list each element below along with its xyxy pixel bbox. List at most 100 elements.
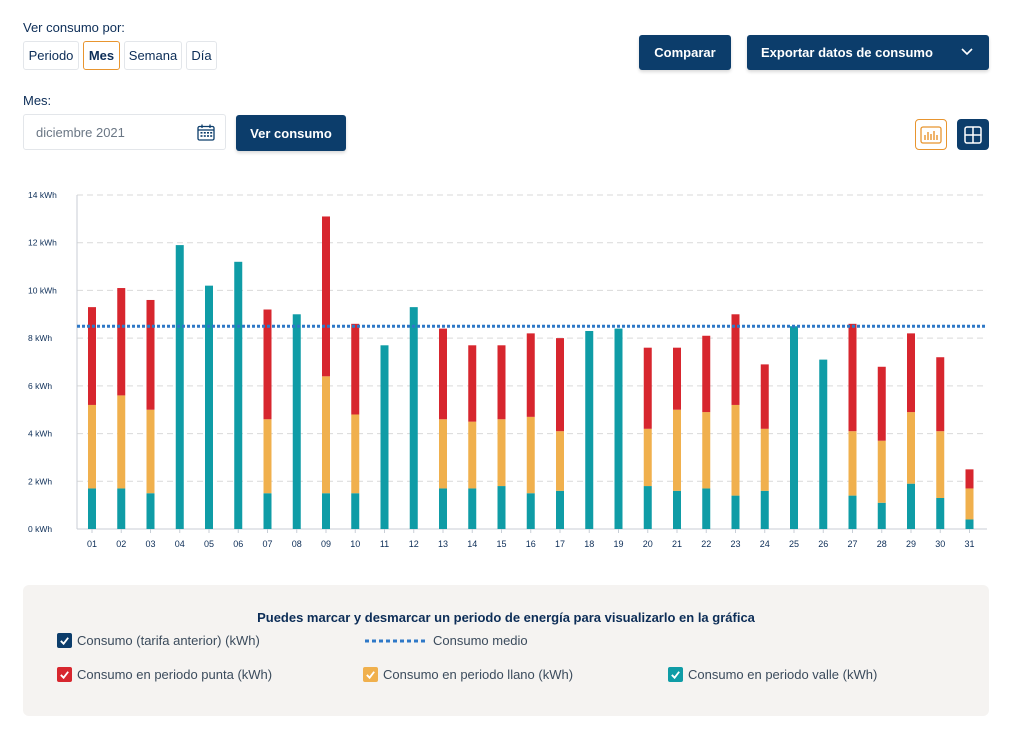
legend-panel: Puedes marcar y desmarcar un periodo de … [23,585,989,716]
bar-valle [848,495,857,529]
legend-title: Puedes marcar y desmarcar un periodo de … [257,610,755,625]
grid-icon [964,125,982,144]
view-consumption-button[interactable]: Ver consumo [236,115,346,151]
bar-llano [263,419,272,494]
bar-llano [468,421,477,489]
bar-llano [702,412,711,489]
bar-valle [556,490,564,529]
bar-valle [643,486,652,529]
bar-punta [907,333,915,413]
bar-llano [88,404,96,489]
bar-punta [497,345,506,420]
legend-label-valle: Consumo en periodo valle (kWh) [688,667,878,682]
bar-valle [468,488,477,529]
x-tick-label: 06 [233,539,243,549]
x-tick-label: 23 [730,539,740,549]
y-tick-label: 12 kWh [28,238,57,248]
bar-valle [175,245,184,529]
legend-label-llano: Consumo en periodo llano (kWh) [383,667,574,682]
bar-chart-view-toggle[interactable] [915,119,947,150]
check-icon [671,671,680,680]
consumption-chart: 0 kWh 2 kWh 4 kWh 6 kWh 8 kWh 10 kWh 12 kWh 14 … [28,190,987,549]
bar-punta [643,347,652,429]
bar-valle [702,488,711,529]
period-option-periodo[interactable]: Periodo [23,41,79,70]
x-tick-label: 24 [760,539,770,549]
bar-punta [526,333,535,417]
bar-llano [907,412,915,484]
bar-punta [760,364,769,429]
legend-item-punta[interactable]: Consumo en periodo punta (kWh) [57,667,272,682]
x-tick-label: 10 [350,539,360,549]
bar-valle [936,497,945,529]
bar-valle [790,326,798,529]
x-tick-label: 13 [438,539,448,549]
legend-item-llano[interactable]: Consumo en periodo llano (kWh) [363,667,573,682]
bar-punta [439,328,447,420]
legend-label-previous-tariff: Consumo (tarifa anterior) (kWh) [77,633,260,648]
x-tick-label: 07 [262,539,272,549]
view-by-label: Ver consumo por: [23,20,125,35]
bar-punta [468,345,477,422]
bar-valle [146,493,155,529]
checkbox-llano[interactable] [363,667,378,682]
bar-valle [819,359,828,529]
x-tick-label: 21 [672,539,682,549]
bar-punta [936,357,945,432]
bar-punta [877,366,886,441]
legend-item-previous-tariff[interactable]: Consumo (tarifa anterior) (kWh) [57,633,260,648]
legend-item-valle[interactable]: Consumo en periodo valle (kWh) [668,667,877,682]
view-consumption-label: Ver consumo [250,125,332,141]
bar-punta [702,335,711,413]
calendar-icon[interactable] [197,124,215,141]
legend-label-punta: Consumo en periodo punta (kWh) [77,667,273,682]
bar-valle [380,345,389,529]
checkbox-punta[interactable] [57,667,72,682]
x-tick-label: 26 [818,539,828,549]
bar-llano [146,409,155,494]
export-dropdown[interactable]: Exportar datos de consumo [747,35,989,70]
month-input[interactable] [34,124,184,141]
bar-valle [673,490,681,529]
month-label: Mes: [23,93,52,108]
bar-valle [731,495,740,529]
x-tick-label: 02 [116,539,126,549]
bar-valle [263,493,272,529]
y-tick-label: 14 kWh [28,190,57,200]
checkbox-valle[interactable] [668,667,683,682]
chevron-down-icon [961,48,973,56]
bar-valle [497,486,506,529]
bar-punta [731,314,740,405]
bar-valle [760,490,769,529]
bar-chart-icon [920,125,942,144]
bar-llano [673,409,681,491]
x-tick-label: 11 [380,539,389,549]
check-icon [60,637,69,646]
x-tick-label: 29 [906,539,916,549]
period-option-mes[interactable]: Mes [83,41,120,70]
check-icon [60,671,69,680]
bar-llano [731,404,740,496]
legend-item-average[interactable]: Consumo medio [365,633,528,648]
check-icon [366,671,375,680]
period-option-dia[interactable]: Día [186,41,217,70]
x-tick-label: 09 [321,539,331,549]
bar-llano [556,431,564,491]
bar-valle [439,488,447,529]
bar-llano [936,431,945,498]
bar-valle [351,493,360,529]
bar-punta [263,309,272,420]
bar-punta [322,216,330,377]
month-picker[interactable] [23,114,226,150]
compare-button[interactable]: Comparar [639,35,731,70]
x-tick-label: 05 [204,539,214,549]
export-dropdown-label: Exportar datos de consumo [761,45,933,60]
table-view-toggle[interactable] [957,119,989,150]
bar-valle [322,493,330,529]
bar-punta [351,323,360,415]
bar-llano [643,428,652,487]
period-option-semana[interactable]: Semana [124,41,182,70]
bar-llano [497,419,506,487]
checkbox-previous-tariff[interactable] [57,633,72,648]
bar-llano [877,440,886,503]
